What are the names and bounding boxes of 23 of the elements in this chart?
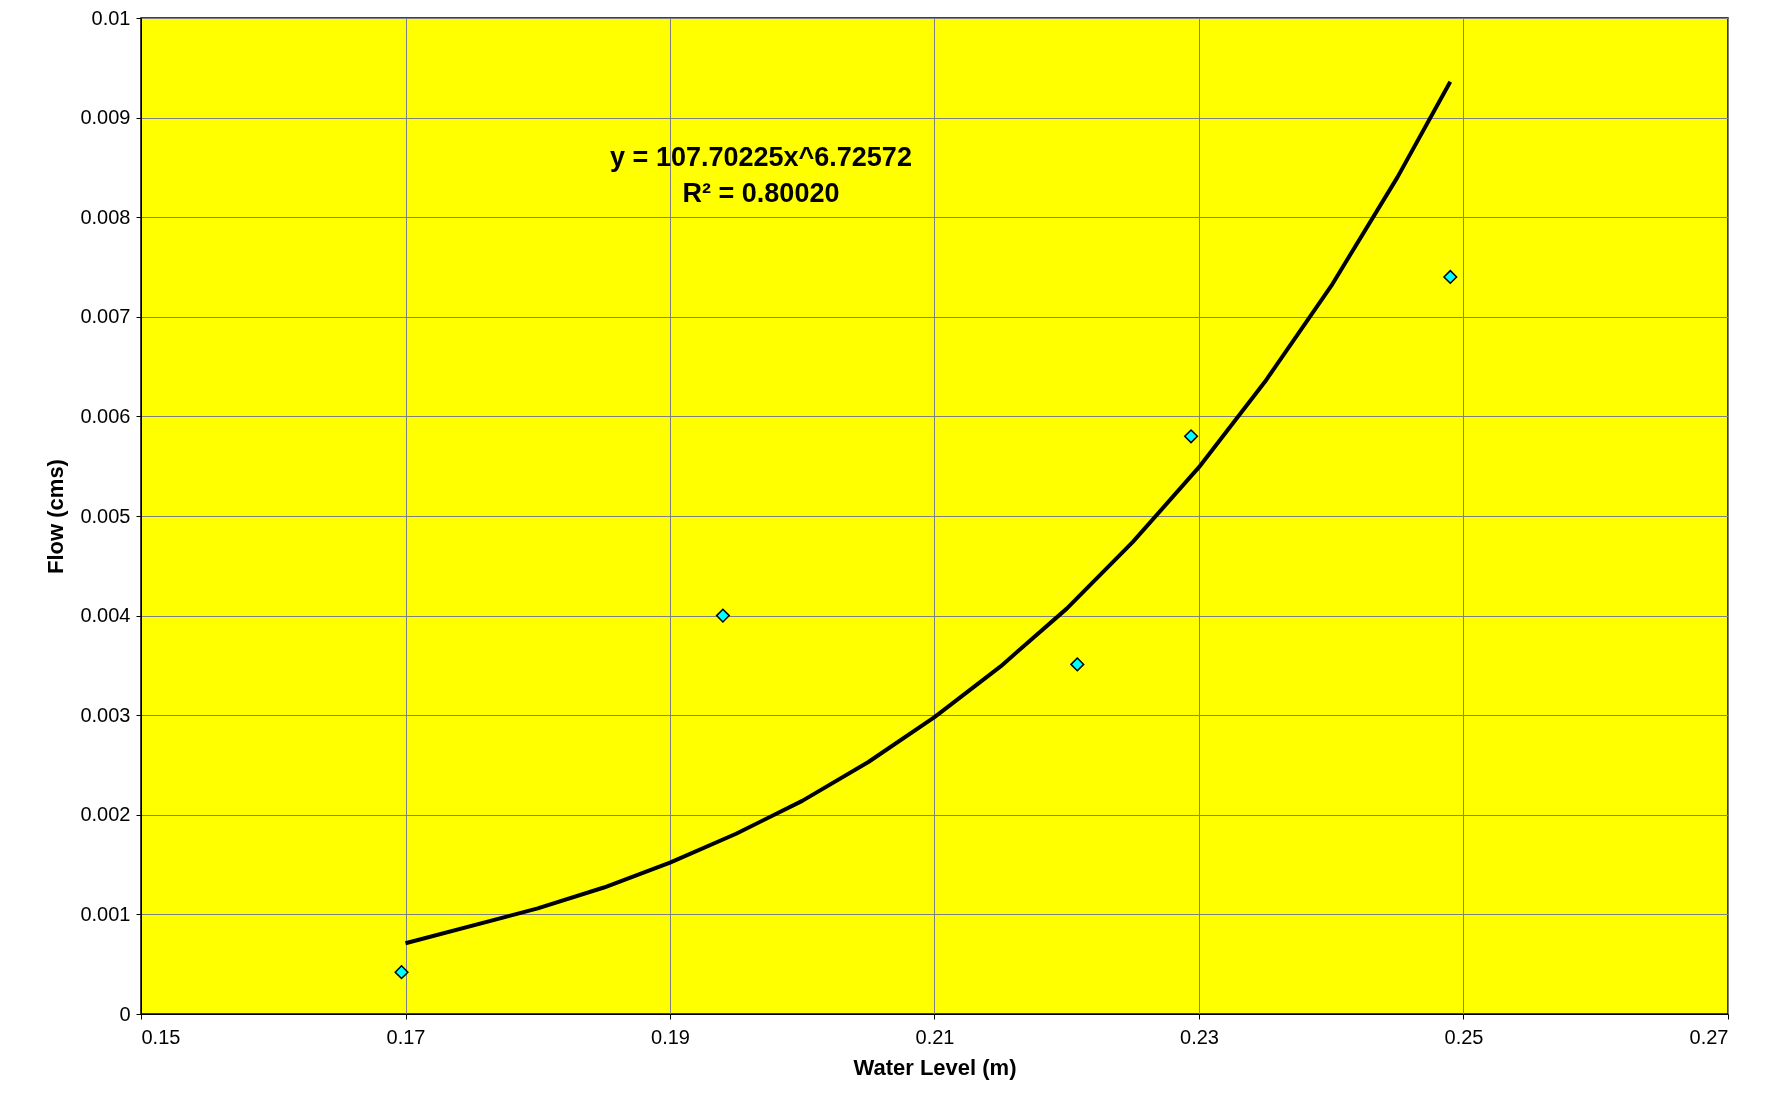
y-axis-title: Flow (cms) bbox=[43, 459, 69, 574]
y-tick-label: 0.001 bbox=[80, 902, 131, 925]
x-axis-title: Water Level (m) bbox=[853, 1054, 1017, 1080]
annotation: y = 107.70225x^6.72572 bbox=[610, 142, 912, 172]
y-tick-label: 0.009 bbox=[80, 106, 131, 129]
y-tick-label: 0.002 bbox=[80, 803, 131, 826]
x-tick-label: 0.23 bbox=[1180, 1025, 1219, 1048]
annotation: R² = 0.80020 bbox=[682, 178, 840, 208]
y-tick-label: 0.003 bbox=[80, 703, 131, 726]
y-tick-label: 0.005 bbox=[80, 504, 131, 527]
x-tick-label: 0.15 bbox=[141, 1025, 181, 1048]
y-tick-label: 0.01 bbox=[91, 6, 131, 29]
x-tick-label: 0.21 bbox=[915, 1025, 955, 1048]
x-tick-label: 0.25 bbox=[1444, 1025, 1484, 1048]
y-tick-label: 0 bbox=[119, 1002, 131, 1025]
x-tick-label: 0.17 bbox=[386, 1025, 426, 1048]
y-tick-label: 0.006 bbox=[80, 404, 131, 427]
line-series bbox=[403, 79, 1453, 946]
x-tick-label: 0.19 bbox=[651, 1025, 690, 1048]
y-tick-label: 0.004 bbox=[80, 604, 131, 627]
y-tick-label: 0.008 bbox=[80, 205, 131, 228]
y-tick-label: 0.007 bbox=[80, 305, 131, 328]
x-tick-label: 0.27 bbox=[1689, 1025, 1729, 1048]
